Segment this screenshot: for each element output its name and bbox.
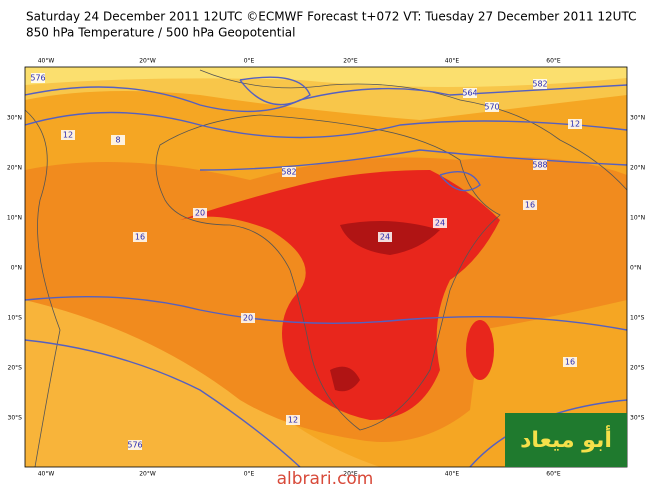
logo-text: أبو ميعاد (520, 424, 612, 453)
latitude-label: 0°N (630, 265, 641, 272)
contour-label: 20 (243, 314, 253, 323)
contour-label: 570 (484, 103, 499, 112)
south-band (25, 300, 380, 467)
contour-label-bg (111, 135, 125, 145)
contour-label: 20 (195, 209, 205, 218)
map-field (25, 67, 627, 467)
contour-label-bg (533, 79, 547, 89)
contour-label: 576 (30, 74, 45, 83)
longitude-label: 0°E (244, 58, 255, 65)
contour-label-bg (241, 313, 255, 323)
header-line-1: Saturday 24 December 2011 12UTC ©ECMWF F… (26, 10, 636, 24)
contour-label: 576 (127, 441, 142, 450)
contour-label: 564 (462, 89, 477, 98)
longitude-label: 40°E (445, 58, 460, 65)
latitude-label: 30°N (7, 115, 22, 122)
contour-label-bg (286, 415, 300, 425)
contour-label: 16 (525, 201, 535, 210)
contour-label-bg (61, 130, 75, 140)
contour-label: 582 (532, 80, 547, 89)
contour-label: 8 (115, 136, 120, 145)
footer-watermark: albrari.com (277, 469, 374, 487)
contour-label: 16 (135, 233, 145, 242)
contour-label-bg (568, 119, 582, 129)
contour-label-bg (133, 232, 147, 242)
america-coastline (25, 109, 61, 467)
contour-label: 12 (288, 416, 298, 425)
contour-label: 12 (570, 120, 580, 129)
contours (25, 76, 627, 467)
contour-label-bg (193, 208, 207, 218)
contour-label: 12 (63, 131, 73, 140)
contour-label-bg (533, 160, 547, 170)
longitude-label: 0°E (244, 471, 255, 478)
latitude-label: 20°S (8, 365, 23, 372)
latitude-label: 30°N (630, 115, 645, 122)
latitude-label: 0°N (11, 265, 22, 272)
longitude-label: 20°E (343, 471, 358, 478)
africa-coastline (155, 114, 501, 431)
contour-label-bg (378, 232, 392, 242)
longitude-label: 60°E (546, 471, 561, 478)
contour-label-bg (31, 73, 45, 83)
contour-label: 582 (281, 168, 296, 177)
contour-label-bg (485, 102, 499, 112)
eurasia-coastline (199, 69, 627, 191)
latitude-label: 30°S (8, 415, 23, 422)
longitude-label: 40°W (38, 58, 55, 65)
contour-label-bg (433, 218, 447, 228)
longitude-label: 20°E (343, 58, 358, 65)
latitude-label: 20°N (7, 165, 22, 172)
longitude-label: 40°W (38, 471, 55, 478)
contour-label: 588 (532, 161, 547, 170)
hottest-area-2 (330, 366, 360, 392)
latitude-label: 20°S (630, 365, 645, 372)
madagascar-heat (466, 320, 494, 380)
contour-label-bg (463, 88, 477, 98)
latitude-label: 10°S (8, 315, 23, 322)
contour-label-bg (563, 357, 577, 367)
latitude-label: 10°N (7, 215, 22, 222)
contour-label-bg (282, 167, 296, 177)
longitude-label: 20°W (139, 58, 156, 65)
latitude-label: 10°N (630, 215, 645, 222)
map-frame (24, 66, 628, 468)
latitude-label: 20°N (630, 165, 645, 172)
longitude-label: 60°E (546, 58, 561, 65)
header-line-2: 850 hPa Temperature / 500 hPa Geopotenti… (26, 26, 295, 40)
cold-band (25, 67, 627, 88)
contour-label-bg (523, 200, 537, 210)
contour-label: 16 (565, 358, 575, 367)
longitude-label: 40°E (445, 471, 460, 478)
latitude-label: 30°S (630, 415, 645, 422)
longitude-label: 20°W (139, 471, 156, 478)
contour-label: 24 (380, 233, 390, 242)
contour-label-bg (128, 440, 142, 450)
contour-label: 24 (435, 219, 445, 228)
logo-box (505, 413, 627, 467)
latitude-label: 10°S (630, 315, 645, 322)
